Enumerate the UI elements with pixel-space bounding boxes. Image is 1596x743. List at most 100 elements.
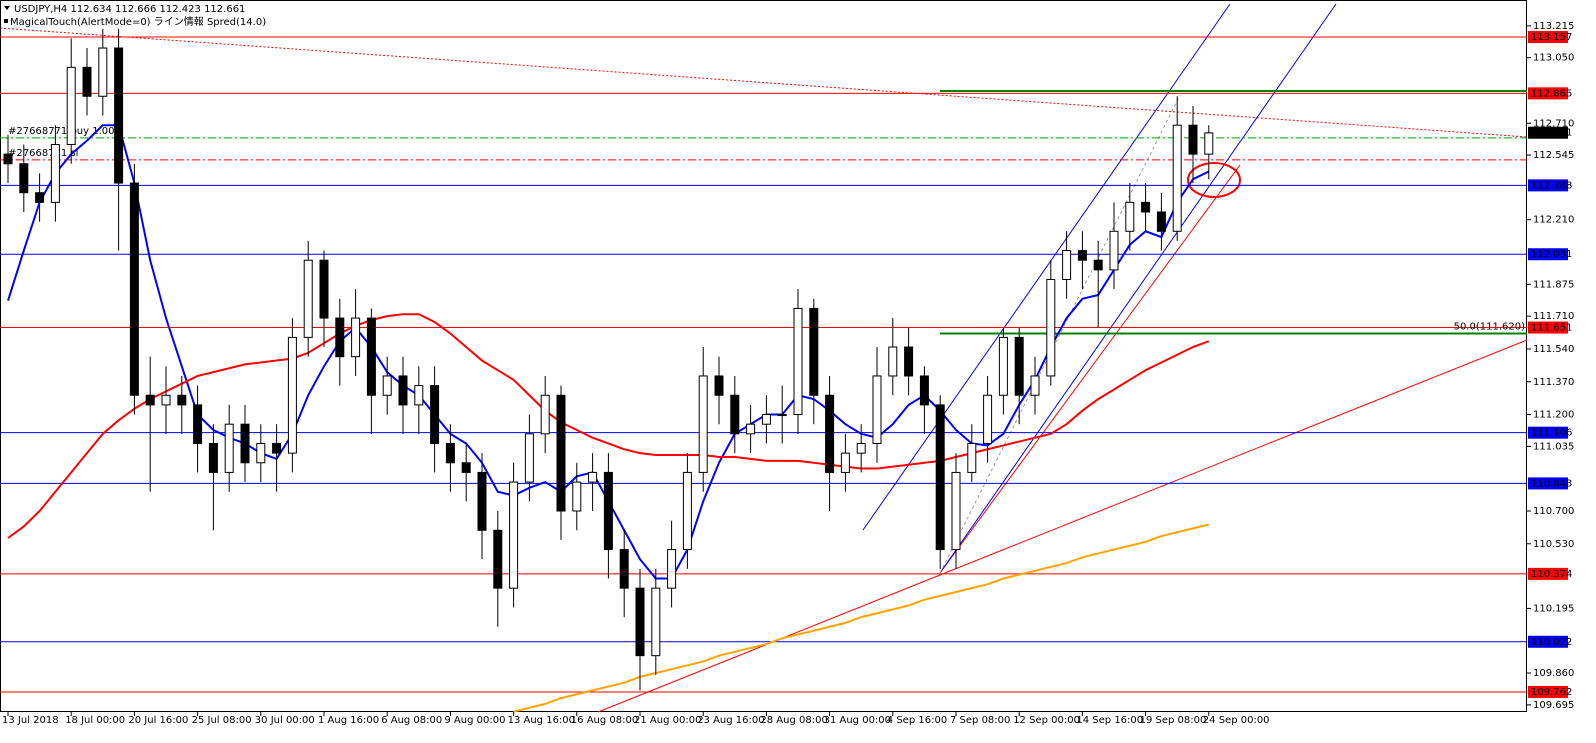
moving-average [7,313,1210,539]
candle-body [82,66,92,97]
candle-body [50,143,60,203]
candle-body [303,259,313,338]
level-price-box [1528,635,1568,648]
candle-body [240,423,250,464]
candle-body [114,47,124,184]
x-tick-label: 19 Sep 08:00 [1140,715,1207,726]
y-tick-label: 111.710 [1533,311,1574,322]
y-tick-label: 109.695 [1533,700,1574,711]
candle-body [872,375,882,444]
candle-body [98,47,108,97]
current-price-label: 112.661 [1531,128,1572,139]
x-tick-label: 30 Jul 00:00 [255,715,315,726]
candle-body [1125,201,1135,232]
candle-body [825,394,835,473]
candle-body [414,385,424,406]
candle-body [35,192,45,203]
candle-body [430,385,440,444]
level-price-label: 111.106 [1531,428,1572,439]
level-price-box [1528,685,1568,698]
level-price-box [1528,31,1568,44]
level-price-box [1528,87,1568,100]
candle-body [967,442,977,473]
channel-line [939,3,1337,574]
candle-body [256,442,266,464]
y-tick-label: 111.370 [1533,377,1574,388]
candle-body [1046,279,1056,377]
candle-body [66,66,76,145]
y-tick-label: 112.545 [1533,150,1574,161]
moving-average [513,523,1210,713]
candle-body [840,452,850,473]
order-label: #27668771 sl [8,148,78,159]
level-price-label: 113.157 [1531,32,1572,43]
x-tick-label: 20 Jul 16:00 [128,715,188,726]
y-tick-label: 111.200 [1533,410,1574,421]
y-tick-label: 111.540 [1533,344,1574,355]
candle-body [809,307,819,396]
order-label: #27668771 buy 1.00 [8,126,115,137]
level-price-label: 112.031 [1531,249,1572,260]
candle-body [19,163,29,194]
fibo-label: 50.0(111.620) [1454,322,1526,333]
x-tick-label: 4 Sep 16:00 [887,715,947,726]
candle-body [951,471,961,551]
candle-body [698,375,708,473]
candle-body [888,346,898,377]
candle-body [509,481,519,589]
y-tick-label: 110.700 [1533,506,1574,517]
indicator-label: MagicalTouch(AlertMode=0) ライン情報 Spred(14… [10,15,266,28]
candle-body [667,549,677,589]
candle-body [319,259,329,319]
candle-body [161,394,171,406]
candle-body [730,394,740,435]
highlight-circle [1187,162,1241,198]
y-tick-label: 110.530 [1533,539,1574,550]
level-price-label: 110.843 [1531,478,1572,489]
level-price-box [1528,426,1568,439]
x-tick-label: 16 Aug 08:00 [571,715,638,726]
candle-body [1109,230,1119,271]
x-tick-label: 1 Aug 16:00 [318,715,379,726]
y-tick-label: 111.875 [1533,279,1574,290]
candle-body [919,375,929,406]
candle-body [524,433,534,483]
candle-body [145,394,155,406]
trend-line [597,339,1528,713]
candle-body [335,317,345,358]
candle-body [1156,211,1166,232]
level-price-label: 111.651 [1531,323,1572,334]
y-tick-label: 109.860 [1533,668,1574,679]
plot-frame [0,0,1527,712]
candle-body [1204,132,1214,155]
level-price-box [1528,567,1568,580]
y-tick-label: 113.215 [1533,21,1574,32]
x-tick-label: 24 Sep 00:00 [1203,715,1270,726]
candle-body [793,307,803,416]
y-tick-label: 110.195 [1533,603,1574,614]
candle-body [445,442,455,464]
x-tick-label: 14 Sep 16:00 [1076,715,1143,726]
trend-line [939,164,1241,574]
candle-body [998,336,1008,396]
x-tick-label: 31 Aug 00:00 [824,715,891,726]
candle-body [935,404,945,551]
candle-body [556,394,566,512]
level-price-label: 112.388 [1531,180,1572,191]
candle-body [193,404,203,444]
candle-body [1030,375,1040,396]
x-tick-label: 13 Aug 16:00 [508,715,575,726]
x-tick-label: 21 Aug 00:00 [634,715,701,726]
level-price-label: 110.374 [1531,569,1572,580]
current-price-box [1528,126,1568,139]
level-price-box [1528,477,1568,490]
y-tick-label: 112.210 [1533,215,1574,226]
candle-body [777,414,787,417]
candle-body [746,423,756,435]
candle-body [761,414,771,425]
level-price-box [1528,321,1568,334]
candle-body [208,442,218,473]
candle-body [129,182,139,396]
x-tick-label: 18 Jul 00:00 [65,715,125,726]
